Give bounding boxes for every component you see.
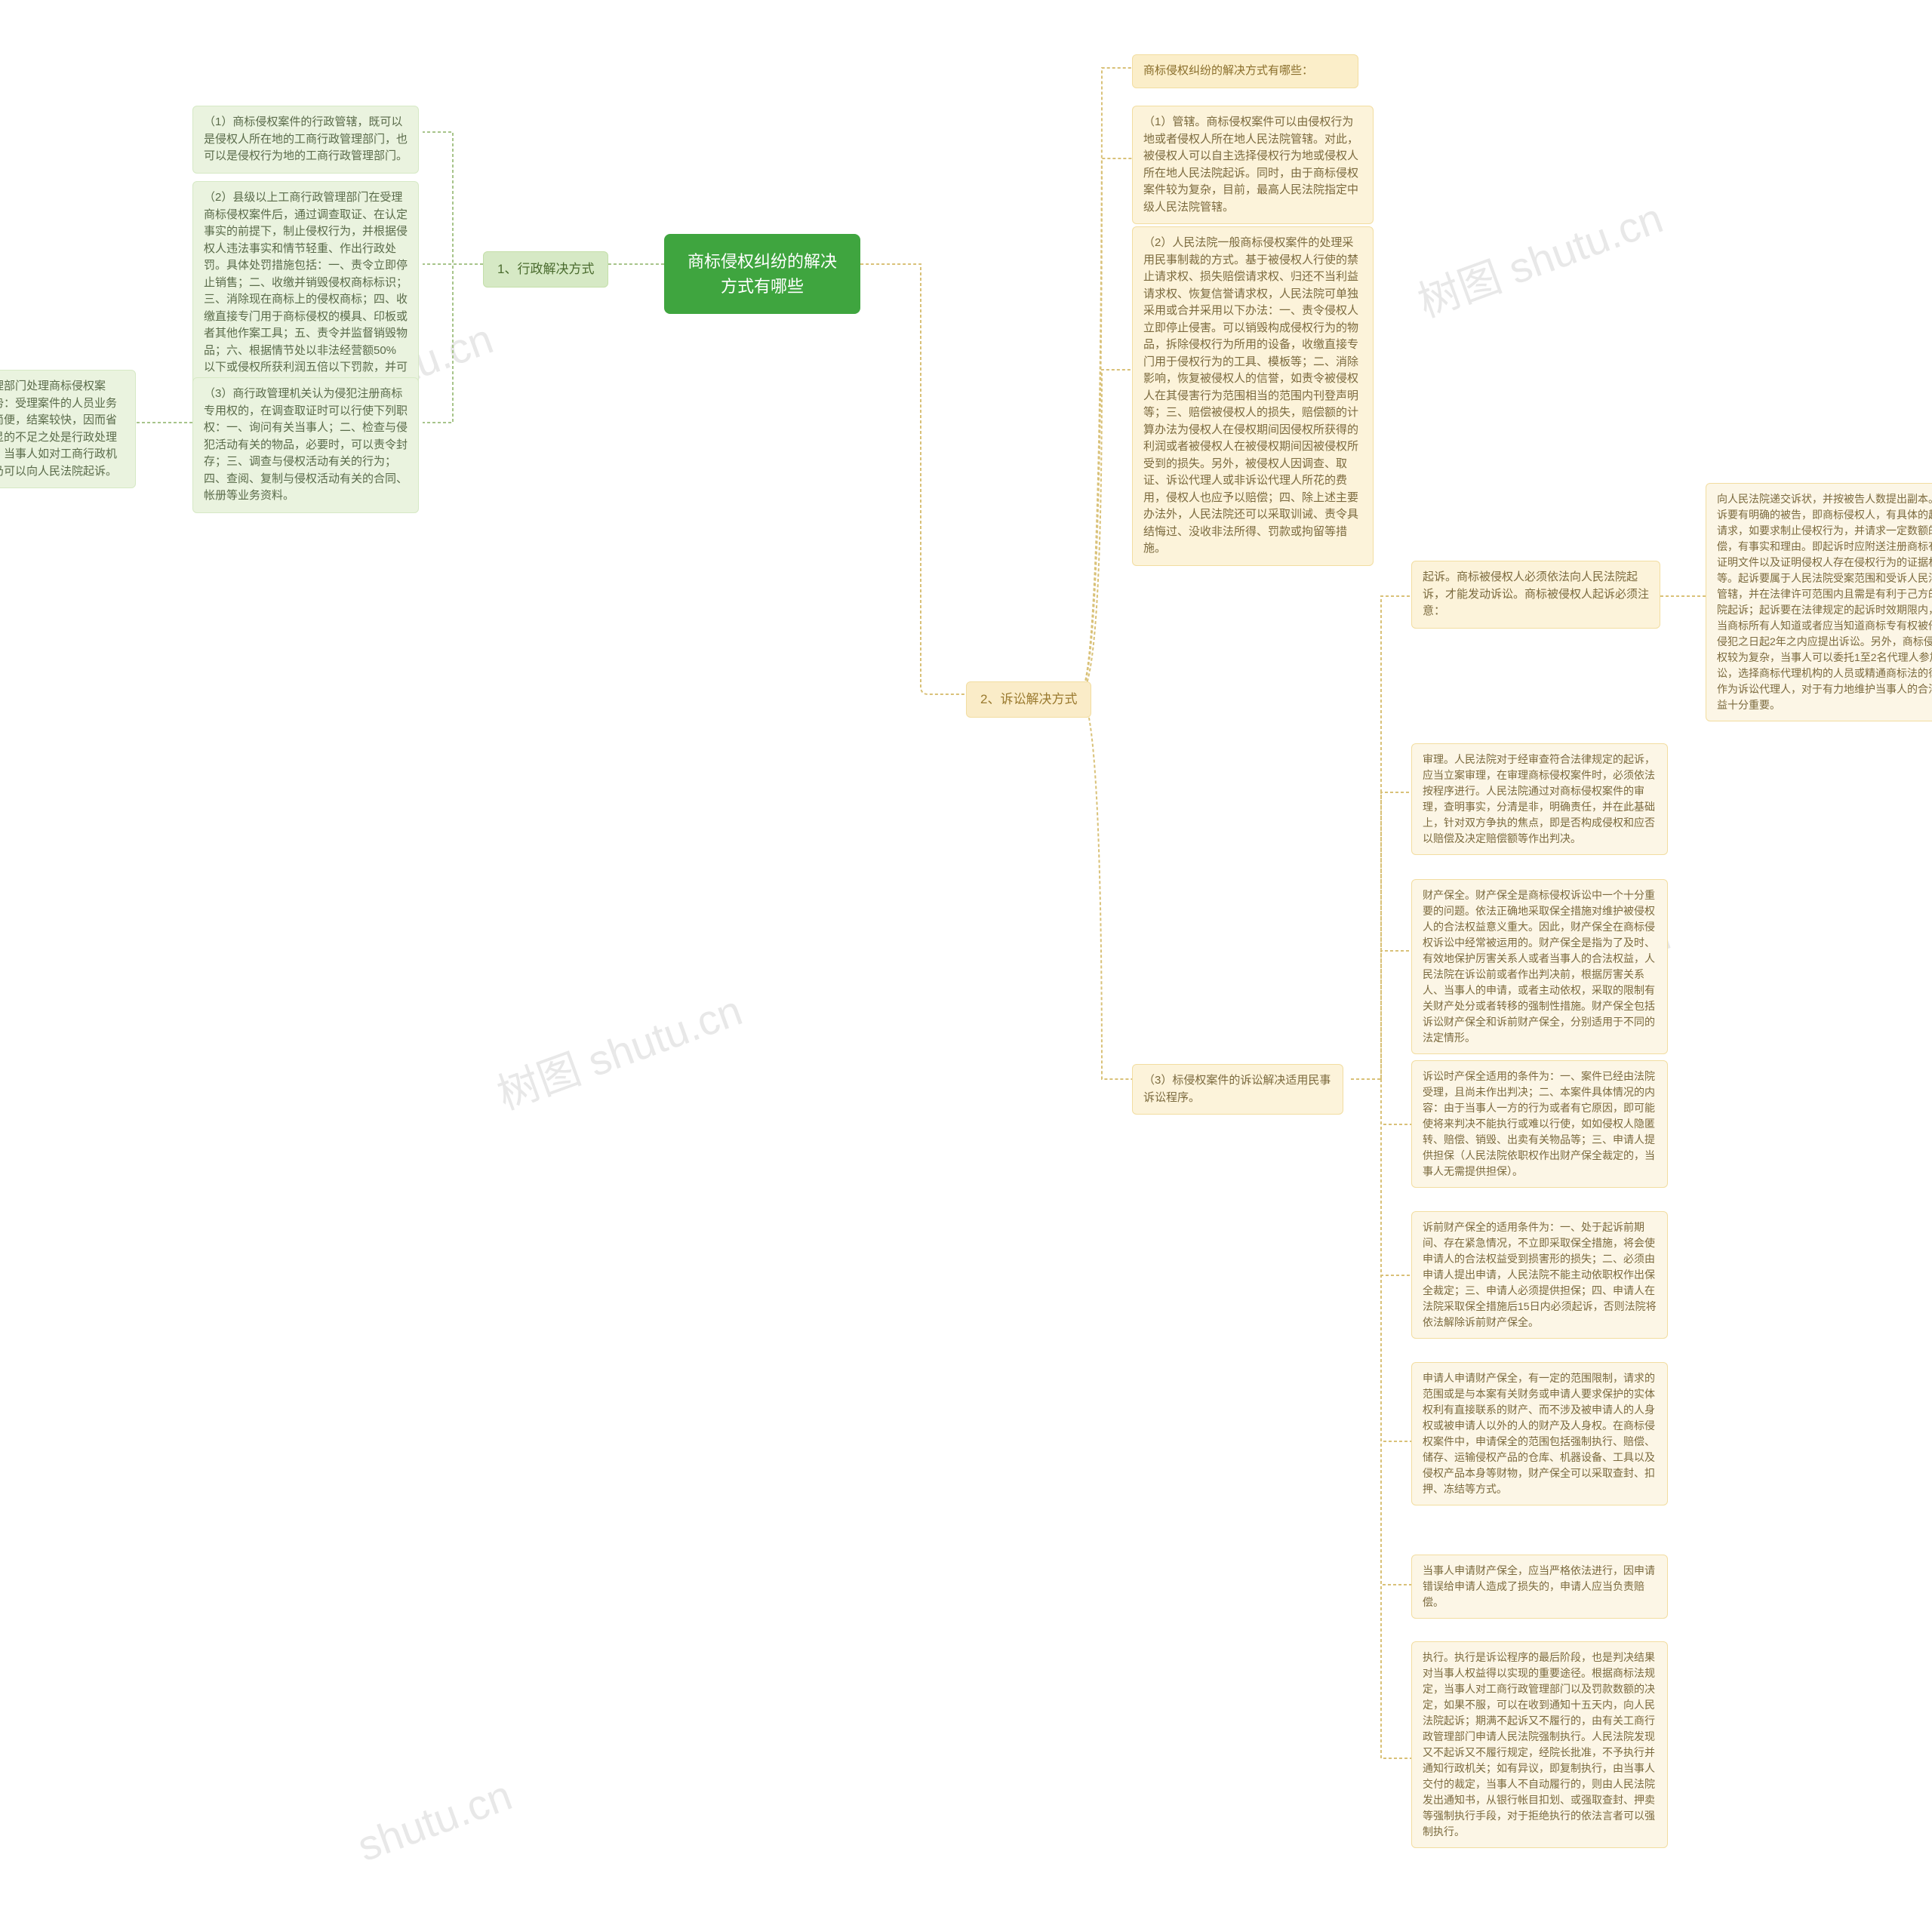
watermark: shutu.cn bbox=[351, 1770, 518, 1871]
admin-leaf-1: （1）商标侵权案件的行政管辖，既可以是侵权人所在地的工商行政管理部门，也可以是侵… bbox=[192, 106, 419, 174]
lit-detail-7: 当事人申请财产保全，应当严格依法进行，因申请错误给申请人造成了损失的，申请人应当… bbox=[1411, 1555, 1668, 1619]
lit-detail-8: 执行。执行是诉讼程序的最后阶段，也是判决结果对当事人权益得以实现的重要途径。根据… bbox=[1411, 1641, 1668, 1848]
admin-sidenote: 选择工商行政管理部门处理商标侵权案件，有其独具优势：受理案件的人员业务熟悉、处理… bbox=[0, 370, 136, 488]
admin-leaf-2: （2）县级以上工商行政管理部门在受理商标侵权案件后，通过调查取证、在认定事实的前… bbox=[192, 181, 419, 401]
lit-detail-3: 财产保全。财产保全是商标侵权诉讼中一个十分重要的问题。依法正确地采取保全措施对维… bbox=[1411, 879, 1668, 1054]
lit-leaf-2: （2）人民法院一般商标侵权案件的处理采用民事制裁的方式。基于被侵权人行使的禁止请… bbox=[1132, 226, 1374, 566]
category-admin: 1、行政解决方式 bbox=[483, 251, 608, 288]
category-litigation: 2、诉讼解决方式 bbox=[966, 681, 1091, 718]
lit-detail-6: 申请人申请财产保全，有一定的范围限制，请求的范围或是与本案有关财务或申请人要求保… bbox=[1411, 1362, 1668, 1505]
watermark: 树图 shutu.cn bbox=[488, 976, 749, 1121]
admin-leaf-3: （3）商行政管理机关认为侵犯注册商标专用权的，在调查取证时可以行使下列职权：一、… bbox=[192, 377, 419, 513]
watermark: 树图 shutu.cn bbox=[1408, 184, 1670, 329]
lit-detail-1-title: 起诉。商标被侵权人必须依法向人民法院起诉，才能发动诉讼。商标被侵权人起诉必须注意… bbox=[1411, 561, 1660, 629]
root-node: 商标侵权纠纷的解决方式有哪些 bbox=[664, 234, 860, 314]
lit-detail-2: 审理。人民法院对于经审查符合法律规定的起诉，应当立案审理，在审理商标侵权案件时，… bbox=[1411, 743, 1668, 855]
lit-detail-1: 向人民法院递交诉状，并按被告人数提出副本。起诉要有明确的被告，即商标侵权人，有具… bbox=[1706, 483, 1932, 721]
lit-leaf-1: （1）管辖。商标侵权案件可以由侵权行为地或者侵权人所在地人民法院管辖。对此，被侵… bbox=[1132, 106, 1374, 224]
lit-detail-4: 诉讼时产保全适用的条件为：一、案件已经由法院受理，且尚未作出判决；二、本案件具体… bbox=[1411, 1060, 1668, 1188]
lit-title: 商标侵权纠纷的解决方式有哪些： bbox=[1132, 54, 1358, 88]
lit-sub-3: （3）标侵权案件的诉讼解决适用民事诉讼程序。 bbox=[1132, 1064, 1343, 1115]
lit-detail-5: 诉前财产保全的适用条件为：一、处于起诉前期间、存在紧急情况，不立即采取保全措施，… bbox=[1411, 1211, 1668, 1339]
